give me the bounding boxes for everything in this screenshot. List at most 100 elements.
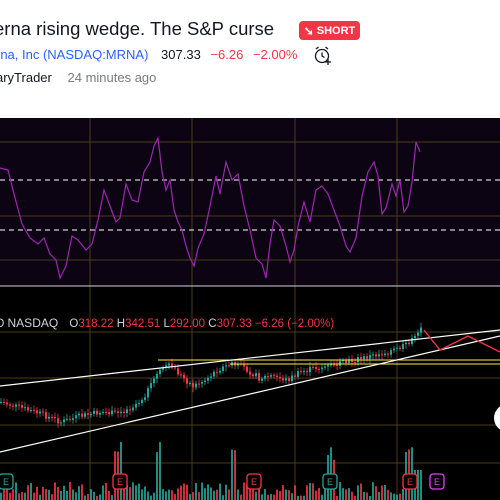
candle-body <box>141 399 143 404</box>
candle-body <box>15 404 17 407</box>
earnings-marker[interactable]: E <box>322 473 338 490</box>
earnings-marker[interactable]: E <box>429 473 445 490</box>
volume-bar <box>336 495 338 500</box>
volume-bar <box>204 488 206 500</box>
volume-bar <box>108 490 110 500</box>
volume-bar <box>102 485 104 500</box>
volume-bar <box>213 490 215 500</box>
volume-bar <box>393 493 395 500</box>
legend-close: 307.33 <box>216 318 252 330</box>
volume-bar <box>75 492 77 500</box>
volume-bar <box>306 485 308 500</box>
author-name[interactable]: aryTrader <box>0 70 52 85</box>
volume-bar <box>279 490 281 500</box>
volume-bar <box>387 489 389 500</box>
volume-bar <box>99 494 101 500</box>
candle-body <box>402 344 404 349</box>
candle-body <box>51 416 53 418</box>
volume-bar <box>375 486 377 500</box>
legend-change: −6.26 (−2.00%) <box>254 318 335 330</box>
candle-body <box>255 373 257 377</box>
candle-body <box>375 354 377 357</box>
volume-bar <box>381 485 383 500</box>
candle-body <box>108 412 110 415</box>
volume-bar <box>78 486 80 500</box>
volume-bar <box>252 487 254 500</box>
candle-body <box>147 388 149 398</box>
volume-bar <box>345 489 347 500</box>
candle-body <box>387 353 389 355</box>
volume-bar <box>360 483 362 500</box>
candle-body <box>405 342 407 345</box>
candle-body <box>183 374 185 379</box>
candle-body <box>78 413 80 416</box>
volume-bar <box>42 486 44 500</box>
candle-body <box>201 382 203 384</box>
candle-body <box>399 347 401 349</box>
volume-bar <box>342 488 344 500</box>
volume-bar <box>243 482 245 500</box>
volume-bar <box>51 494 53 500</box>
volume-bar <box>303 495 305 500</box>
volume-bar <box>87 493 89 500</box>
volume-bar <box>66 490 68 500</box>
candle-body <box>87 413 89 415</box>
candle-body <box>159 369 161 374</box>
volume-bar <box>144 486 146 500</box>
candle-body <box>69 418 71 420</box>
candle-body <box>168 363 170 366</box>
author-row: aryTrader 24 minutes ago <box>0 70 156 85</box>
volume-bar <box>246 484 248 500</box>
candle-body <box>210 376 212 378</box>
volume-bar <box>417 470 419 500</box>
volume-bar <box>45 489 47 500</box>
volume-bar <box>294 485 296 500</box>
oscillator-line <box>0 135 421 280</box>
candle-body <box>372 354 374 356</box>
idea-title[interactable]: erna rising wedge. The S&P curse <box>0 18 275 39</box>
volume-bar <box>3 483 5 500</box>
candle-body <box>24 407 26 409</box>
volume-bar <box>285 489 287 500</box>
wedge-lower-trendline[interactable] <box>0 335 500 453</box>
volume-bar <box>216 489 218 500</box>
volume-bar <box>111 495 113 500</box>
candle-body <box>135 403 137 408</box>
earnings-marker[interactable]: E <box>246 473 262 490</box>
symbol-link[interactable]: rna, Inc (NASDAQ:MRNA) <box>0 47 149 62</box>
wedge-upper-trendline[interactable] <box>0 329 500 387</box>
candle-body <box>408 342 410 345</box>
volume-bar <box>162 489 164 500</box>
volume-bar <box>312 483 314 500</box>
earnings-marker[interactable]: E <box>112 473 128 490</box>
volume-bar <box>348 488 350 500</box>
candle-body <box>123 411 125 413</box>
earnings-marker[interactable]: E <box>402 473 418 490</box>
candle-body <box>111 410 113 415</box>
candle-body <box>279 376 281 379</box>
candle-body <box>366 356 368 359</box>
legend-low: 292.00 <box>169 318 206 330</box>
volume-bar <box>177 488 179 500</box>
volume-bar <box>288 490 290 500</box>
volume-bar <box>63 485 65 500</box>
scroll-button[interactable] <box>494 404 500 432</box>
ohlc-legend: D NASDAQ O318.22 H342.51 L292.00 C307.33… <box>0 316 334 330</box>
legend-high-label: H <box>116 318 126 330</box>
alarm-clock-plus-icon[interactable] <box>312 44 334 66</box>
chart-area[interactable]: E E E E E E D NASDAQ O318.22 H342.51 L292.00 … <box>0 118 500 500</box>
candle-body <box>117 411 119 413</box>
candle-body <box>345 360 347 363</box>
volume-bar <box>33 492 35 500</box>
candle-body <box>285 378 287 381</box>
candle-body <box>63 419 65 423</box>
earnings-marker[interactable]: E <box>0 473 14 490</box>
volume-bar <box>57 487 59 500</box>
candle-body <box>252 374 254 377</box>
projection-path[interactable] <box>423 329 500 353</box>
volume-bar <box>168 489 170 500</box>
idea-header: erna rising wedge. The S&P curse ➘ SHORT… <box>0 0 500 118</box>
candle-body <box>351 359 353 362</box>
